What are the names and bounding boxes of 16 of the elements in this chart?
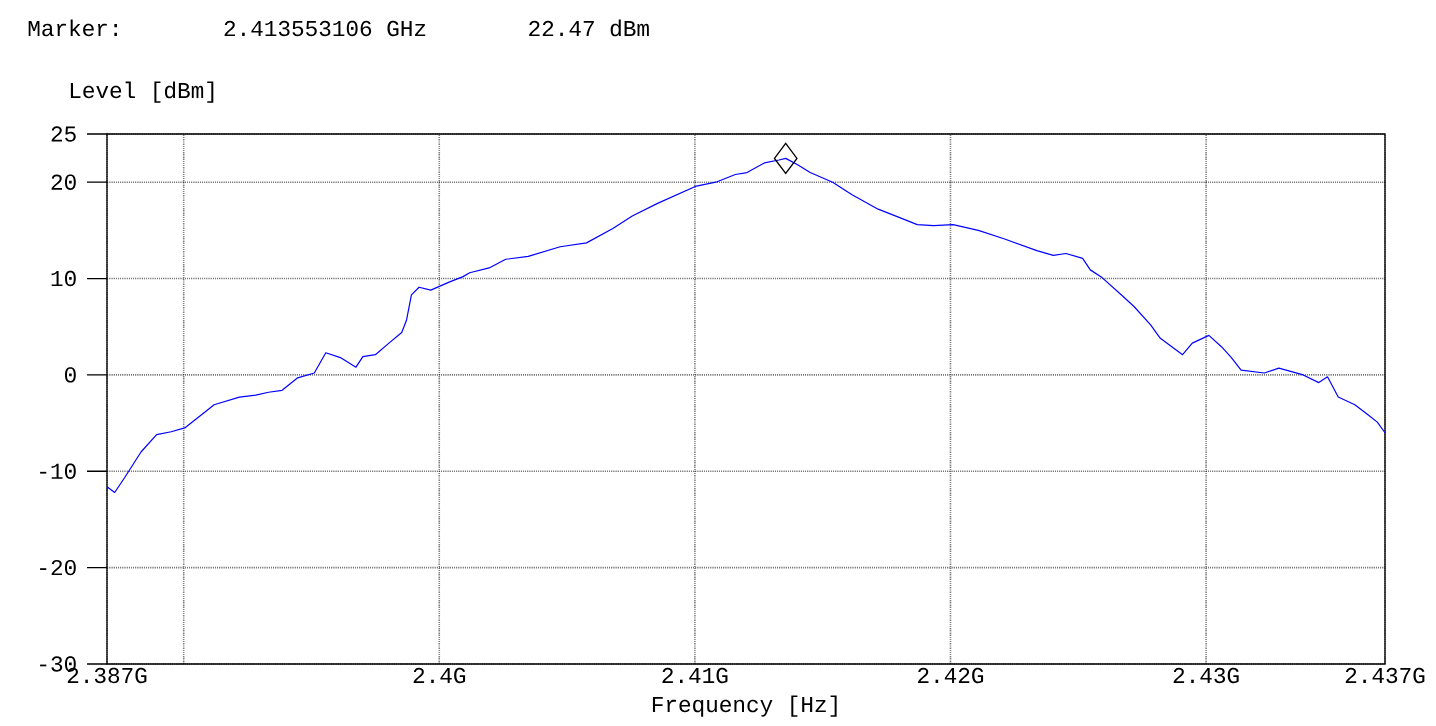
y-tick-label: 10: [51, 270, 76, 287]
x-tick-label: 2.437G: [1345, 667, 1425, 684]
x-tick-label: 2.41G: [662, 667, 728, 684]
text: 2.413553106 GHz: [224, 20, 426, 37]
text: 22.47 dBm: [529, 19, 649, 37]
x-tick-label: 2.42G: [918, 667, 984, 684]
text: Marker:: [28, 19, 117, 37]
y-axis-title: Level [dBm]: [70, 81, 214, 103]
y-tick-label: 20: [51, 174, 76, 190]
y-tick-label: -20: [40, 559, 76, 576]
x-axis-title: Frequency [Hz]: [652, 695, 837, 717]
x-tick-label: 2.43G: [1173, 667, 1239, 684]
y-tick-label: -10: [40, 463, 76, 479]
x-tick-label: 2.4G: [413, 667, 466, 684]
y-tick-label: 0: [64, 367, 76, 383]
y-tick-label: 25: [51, 126, 76, 142]
